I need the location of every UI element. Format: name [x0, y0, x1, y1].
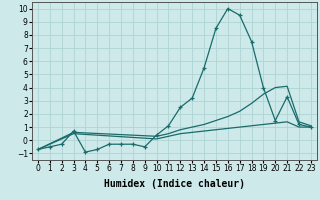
X-axis label: Humidex (Indice chaleur): Humidex (Indice chaleur) [104, 179, 245, 189]
